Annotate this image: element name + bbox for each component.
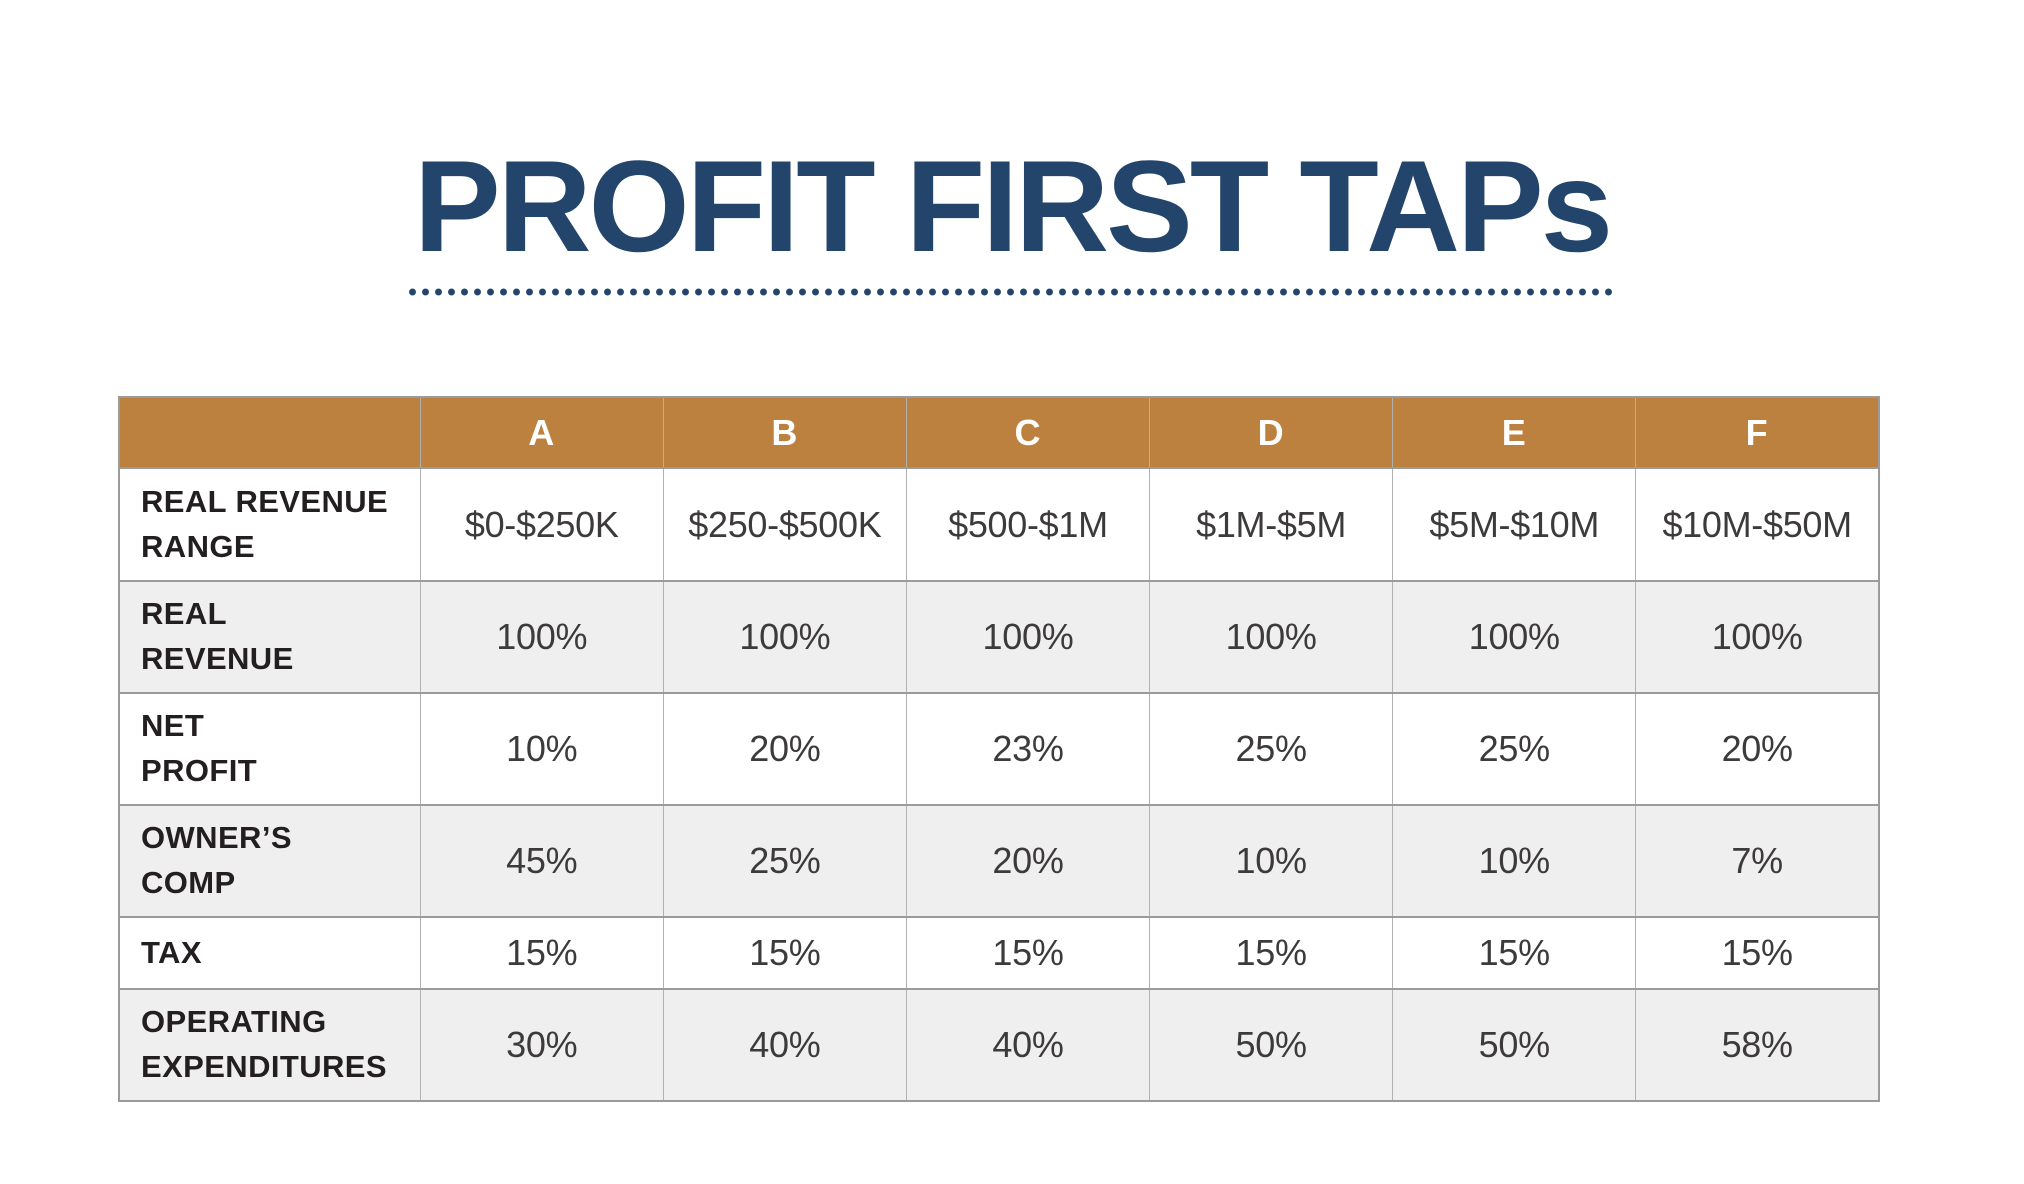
value-cell: 15% <box>1149 916 1394 990</box>
corner-cell <box>118 396 421 469</box>
value-cell: $0-$250K <box>419 467 664 582</box>
row-label: OWNER’S COMP <box>118 804 421 918</box>
value-cell: 30% <box>419 988 664 1102</box>
value-cell: 100% <box>1635 580 1880 694</box>
column-header: C <box>905 396 1151 469</box>
value-cell: 50% <box>1392 988 1637 1102</box>
value-cell: 20% <box>662 692 907 806</box>
column-header: F <box>1635 396 1880 469</box>
value-cell: 20% <box>1635 692 1880 806</box>
value-cell: 10% <box>1392 804 1637 918</box>
value-cell: 25% <box>1149 692 1394 806</box>
row-label: NET PROFIT <box>118 692 421 806</box>
header-row: A B C D E F <box>118 396 1880 469</box>
column-header: A <box>419 396 664 469</box>
column-header: D <box>1149 396 1394 469</box>
row-label: REAL REVENUE RANGE <box>118 467 421 582</box>
value-cell: 15% <box>905 916 1151 990</box>
value-cell: 50% <box>1149 988 1394 1102</box>
row-label: REAL REVENUE <box>118 580 421 694</box>
value-cell: 100% <box>1392 580 1637 694</box>
page-title: PROFIT FIRST TAPs <box>413 133 1613 279</box>
row-label: TAX <box>118 916 421 990</box>
value-cell: 7% <box>1635 804 1880 918</box>
table-row: NET PROFIT 10% 20% 23% 25% 25% 20% <box>118 692 1880 806</box>
value-cell: 100% <box>1149 580 1394 694</box>
value-cell: $10M-$50M <box>1635 467 1880 582</box>
value-cell: 15% <box>1635 916 1880 990</box>
value-cell: 23% <box>905 692 1151 806</box>
table-row: TAX 15% 15% 15% 15% 15% 15% <box>118 916 1880 990</box>
table-row: OPERATING EXPENDITURES 30% 40% 40% 50% 5… <box>118 988 1880 1102</box>
value-cell: 40% <box>662 988 907 1102</box>
value-cell: 15% <box>1392 916 1637 990</box>
value-cell: 100% <box>419 580 664 694</box>
column-header: E <box>1392 396 1637 469</box>
table-row: REAL REVENUE RANGE $0-$250K $250-$500K $… <box>118 467 1880 582</box>
value-cell: 15% <box>419 916 664 990</box>
value-cell: 45% <box>419 804 664 918</box>
table-row: OWNER’S COMP 45% 25% 20% 10% 10% 7% <box>118 804 1880 918</box>
value-cell: $5M-$10M <box>1392 467 1637 582</box>
value-cell: 10% <box>1149 804 1394 918</box>
value-cell: 25% <box>1392 692 1637 806</box>
value-cell: $1M-$5M <box>1149 467 1394 582</box>
value-cell: $250-$500K <box>662 467 907 582</box>
column-header: B <box>662 396 907 469</box>
value-cell: 15% <box>662 916 907 990</box>
value-cell: 40% <box>905 988 1151 1102</box>
value-cell: 100% <box>662 580 907 694</box>
value-cell: 25% <box>662 804 907 918</box>
value-cell: 10% <box>419 692 664 806</box>
taps-table: A B C D E F REAL REVENUE RANGE $0-$250K … <box>118 396 1880 1102</box>
value-cell: 100% <box>905 580 1151 694</box>
row-label: OPERATING EXPENDITURES <box>118 988 421 1102</box>
title-dotted-divider <box>406 287 1618 297</box>
value-cell: 20% <box>905 804 1151 918</box>
value-cell: 58% <box>1635 988 1880 1102</box>
table-row: REAL REVENUE 100% 100% 100% 100% 100% 10… <box>118 580 1880 694</box>
value-cell: $500-$1M <box>905 467 1151 582</box>
